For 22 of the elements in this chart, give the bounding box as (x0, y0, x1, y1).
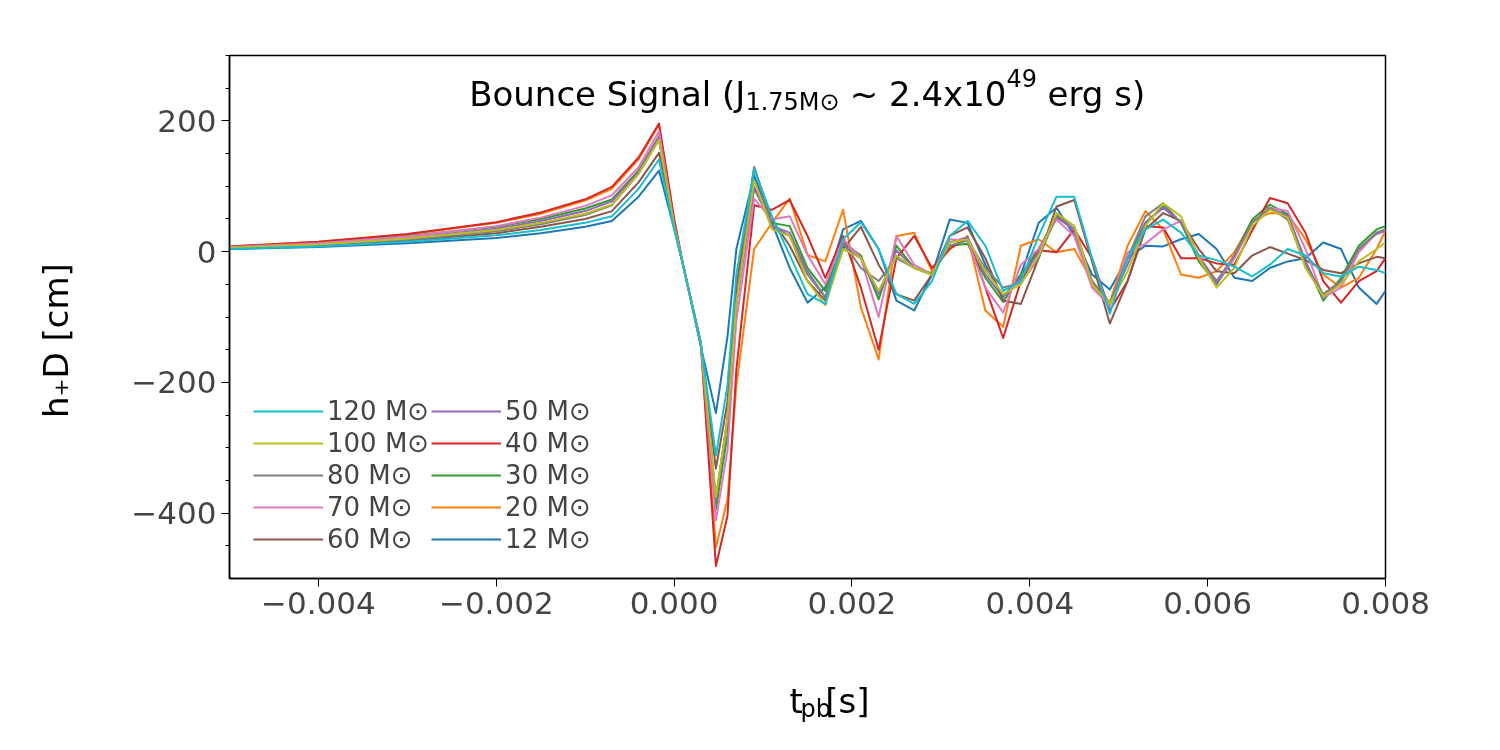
legend-label: 80 M⊙ (327, 460, 413, 490)
x-tick-label: 0.008 (1341, 584, 1430, 621)
legend-label: 70 M⊙ (327, 492, 413, 522)
x-tick-label: −0.004 (261, 584, 376, 621)
y-tick-label: 200 (157, 102, 217, 139)
legend-label: 20 M⊙ (505, 492, 591, 522)
legend-label: 50 M⊙ (505, 396, 591, 426)
legend-label: 12 M⊙ (505, 524, 591, 554)
x-tick-label: 0.002 (807, 584, 897, 621)
x-tick-label: 0.000 (629, 584, 719, 621)
y-tick-label: 0 (196, 233, 217, 270)
y-tick-label: −400 (131, 495, 217, 532)
x-tick-label: −0.002 (438, 584, 554, 621)
x-tick-label: 0.006 (1163, 584, 1253, 621)
legend-label: 100 M⊙ (327, 428, 430, 458)
legend-label: 60 M⊙ (327, 524, 413, 554)
y-axis-title: h₊D [cm] (35, 263, 76, 418)
legend-label: 120 M⊙ (327, 396, 430, 426)
y-tick-label: −200 (131, 364, 217, 401)
legend-label: 40 M⊙ (505, 428, 591, 458)
x-tick-label: 0.004 (985, 584, 1075, 621)
legend-label: 30 M⊙ (505, 460, 591, 490)
